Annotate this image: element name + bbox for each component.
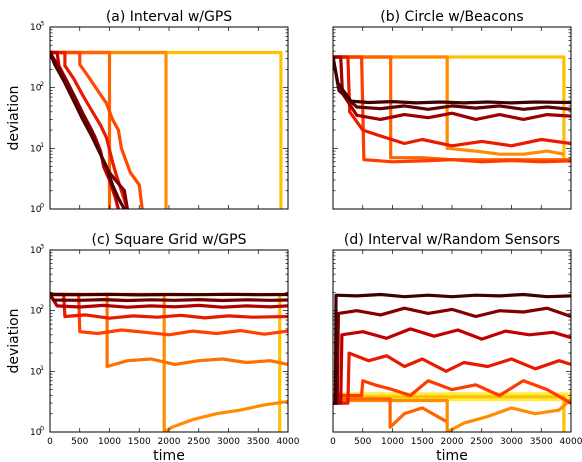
x-tick-label: 1500	[411, 437, 434, 447]
y-tick-label: 10	[30, 205, 42, 215]
panel-4: 0 500 1000 1500 2000 2500 3000 3500 4000 (d) Inte…	[330, 232, 582, 462]
x-tick-label: 4000	[277, 437, 300, 447]
y-axis-label: deviation	[6, 85, 22, 150]
panel-title-c-square-grid-w-gps: (c) Square Grid w/GPS	[92, 232, 247, 248]
x-tick-label: 3000	[500, 437, 523, 447]
y-tick-exponent: 3	[40, 20, 44, 28]
y-tick-exponent: 1	[40, 364, 44, 372]
series-line-4	[50, 292, 288, 337]
series-line-3	[333, 397, 571, 432]
y-tick-label: 10	[30, 23, 42, 33]
x-axis-label: time	[153, 448, 185, 462]
x-tick-label: 1000	[381, 437, 404, 447]
series-group	[50, 292, 288, 432]
panel-title-d-interval-w-random-sensors: (d) Interval w/Random Sensors	[344, 232, 560, 248]
panel-title-a-interval-w-gps: (a) Interval w/GPS	[106, 9, 232, 25]
series-line-7	[333, 327, 571, 405]
y-tick-label: 10	[30, 246, 42, 256]
x-tick-label: 2000	[441, 437, 464, 447]
y-axis-label: deviation	[6, 308, 22, 373]
series-line-5	[50, 50, 129, 209]
x-tick-label: 2500	[470, 437, 493, 447]
x-tick-label: 1000	[98, 437, 121, 447]
series-line-4	[50, 50, 144, 209]
series-line-9	[333, 292, 571, 405]
y-tick-label: 10	[30, 84, 42, 94]
series-group	[50, 50, 283, 209]
y-tick-label: 10	[30, 428, 42, 438]
y-tick-label: 10	[30, 307, 42, 317]
series-line-3	[50, 50, 112, 209]
series-line-8	[333, 306, 571, 405]
y-tick-exponent: 0	[40, 425, 44, 433]
x-tick-label: 3500	[247, 437, 270, 447]
y-tick-exponent: 2	[40, 303, 44, 311]
panel-title-b-circle-w-beacons: (b) Circle w/Beacons	[380, 9, 523, 25]
series-group	[333, 292, 571, 432]
series-line-7	[50, 51, 129, 209]
series-line-6	[333, 351, 571, 405]
x-tick-label: 0	[330, 437, 336, 447]
x-axis-label: time	[436, 448, 468, 462]
x-tick-label: 2000	[158, 437, 181, 447]
series-line-3	[50, 292, 288, 369]
series-line-8	[50, 292, 288, 297]
x-tick-label: 500	[354, 437, 371, 447]
series-line-6	[333, 55, 571, 121]
y-tick-exponent: 2	[40, 80, 44, 88]
x-tick-label: 0	[47, 437, 53, 447]
x-tick-label: 500	[71, 437, 88, 447]
y-tick-label: 10	[30, 144, 42, 154]
y-tick-label: 10	[30, 367, 42, 377]
panel-2: (b) Circle w/Beacons	[332, 9, 572, 210]
y-tick-exponent: 3	[40, 243, 44, 251]
series-line-7	[333, 56, 571, 111]
series-line-8	[50, 51, 126, 209]
series-line-4	[333, 397, 447, 429]
series-line-2	[50, 292, 288, 432]
y-tick-exponent: 1	[40, 141, 44, 149]
series-line-5	[50, 292, 288, 320]
x-tick-label: 1500	[128, 437, 151, 447]
x-tick-label: 3000	[217, 437, 240, 447]
series-line-5	[333, 379, 571, 405]
series-line-8	[333, 56, 571, 105]
series-line-7	[50, 293, 288, 303]
x-tick-label: 3500	[530, 437, 553, 447]
series-group	[333, 55, 571, 164]
series-line-2	[333, 55, 565, 156]
plot-frame	[332, 249, 572, 433]
x-tick-label: 2500	[187, 437, 210, 447]
x-tick-label: 4000	[560, 437, 582, 447]
plot-frame	[49, 249, 289, 433]
series-line-6	[50, 293, 288, 309]
y-tick-exponent: 0	[40, 202, 44, 210]
